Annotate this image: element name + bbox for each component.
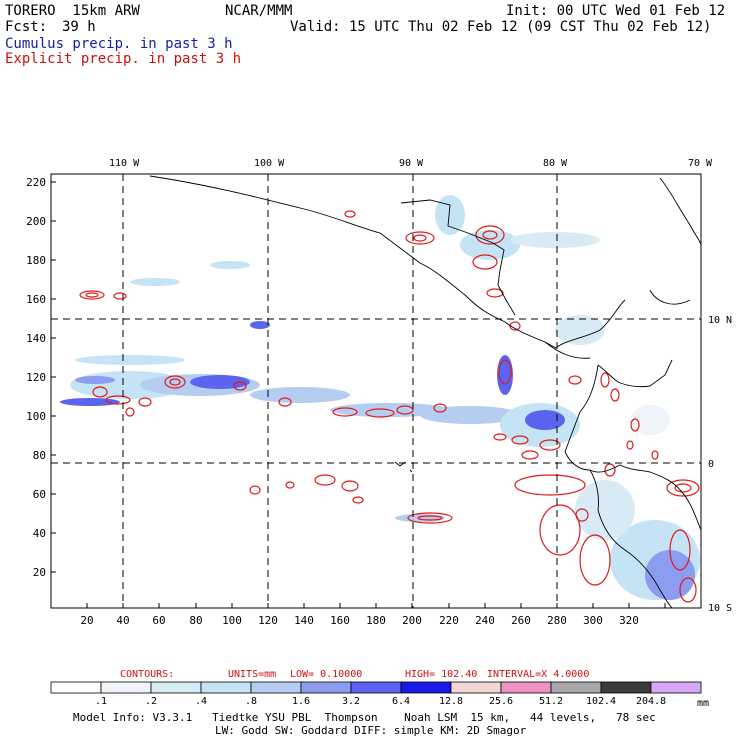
y-tick-label: 120 <box>26 371 46 384</box>
colorbar-label: .8 <box>245 696 257 707</box>
x-tick-label: 140 <box>294 614 314 627</box>
x-tick-label: 220 <box>439 614 459 627</box>
colorbar-swatch <box>550 681 602 694</box>
colorbar-unit: mm <box>697 698 709 709</box>
colorbar-swatch <box>150 681 202 694</box>
contour-info: CONTOURS: UNITS=mm LOW= 0.10000 HIGH= 10… <box>120 669 589 680</box>
x-tick-label: 40 <box>116 614 129 627</box>
forecast-hours: 39 h <box>62 19 96 35</box>
x-tick-label: 280 <box>547 614 567 627</box>
x-tick-label: 80 <box>189 614 202 627</box>
colorbar-label: 51.2 <box>539 696 563 707</box>
contour-units: UNITS=mm <box>228 669 276 680</box>
colorbar-swatch <box>200 681 252 694</box>
lat-label: 10 N <box>708 315 732 326</box>
x-tick-label: 200 <box>402 614 422 627</box>
longitude-labels: 110 W 100 W 90 W 80 W 70 W <box>109 158 713 169</box>
y-tick-label: 160 <box>26 293 46 306</box>
x-tick-label: 120 <box>258 614 278 627</box>
explicit-precip-contours <box>79 210 700 603</box>
colorbar-label: .1 <box>95 696 107 707</box>
coastlines <box>149 175 702 609</box>
colorbar-label: .4 <box>195 696 207 707</box>
colorbar-swatch <box>400 681 452 694</box>
init-time: Init: 00 UTC Wed 01 Feb 12 <box>506 3 726 19</box>
lat-label: 10 S <box>708 603 732 614</box>
contour-label: CONTOURS: <box>120 669 174 680</box>
y-tick-label: 200 <box>26 215 46 228</box>
lon-label: 90 W <box>399 158 424 169</box>
x-tick-label: 260 <box>511 614 531 627</box>
colorbar-label: 102.4 <box>586 696 616 707</box>
contour-high: HIGH= 102.40 <box>405 669 477 680</box>
y-tick-label: 100 <box>26 410 46 423</box>
colorbar-swatch <box>300 681 352 694</box>
model-title: TORERO 15km ARW <box>5 3 140 19</box>
colorbar-swatch <box>250 681 302 694</box>
latitude-labels: 10 N 0 10 S <box>708 315 732 614</box>
y-tick-label: 140 <box>26 332 46 345</box>
x-tick-label: 160 <box>330 614 350 627</box>
colorbar-label: 25.6 <box>489 696 513 707</box>
y-tick-label: 60 <box>33 488 46 501</box>
colorbar-label: .2 <box>145 696 157 707</box>
lat-lon-grid <box>51 174 701 608</box>
colorbar-swatch <box>450 681 502 694</box>
x-tick-label: 100 <box>222 614 242 627</box>
axis-ticks <box>51 181 666 608</box>
model-info: Model Info: V3.3.1 Tiedtke YSU PBL Thomp… <box>73 711 656 724</box>
x-tick-label: 60 <box>152 614 165 627</box>
center-label: NCAR/MMM <box>225 3 293 19</box>
lon-label: 80 W <box>543 158 568 169</box>
field-explicit-title: Explicit precip. in past 3 h <box>5 51 242 67</box>
y-tick-label: 40 <box>33 527 46 540</box>
lat-label: 0 <box>708 459 714 470</box>
x-tick-label: 300 <box>583 614 603 627</box>
colorbar-swatch <box>600 681 652 694</box>
x-tick-label: 180 <box>366 614 386 627</box>
contour-interval: INTERVAL=X 4.0000 <box>487 669 589 680</box>
contour-low: LOW= 0.10000 <box>290 669 362 680</box>
physics-info: LW: Godd SW: Goddard DIFF: simple KM: 2D… <box>215 724 527 737</box>
colorbar-swatch <box>100 681 152 694</box>
precip-shading <box>60 195 700 600</box>
lon-label: 100 W <box>254 158 285 169</box>
colorbar-swatch <box>650 681 702 694</box>
x-tick-label: 20 <box>80 614 93 627</box>
colorbar-label: 3.2 <box>342 696 360 707</box>
colorbar-label: 204.8 <box>636 696 666 707</box>
colorbar-label: 6.4 <box>392 696 410 707</box>
colorbar-labels: .1 .2 .4 .8 1.6 3.2 6.4 12.8 25.6 51.2 102.4 204.8 <box>95 696 666 707</box>
y-tick-labels: 20 40 60 80 100 120 140 160 180 200 220 <box>26 176 46 579</box>
y-tick-label: 20 <box>33 566 46 579</box>
x-tick-label: 240 <box>475 614 495 627</box>
lon-label: 70 W <box>688 158 713 169</box>
colorbar-label: 12.8 <box>439 696 463 707</box>
colorbar <box>50 681 702 694</box>
field-cumulus-title: Cumulus precip. in past 3 h <box>5 36 233 52</box>
colorbar-swatch <box>500 681 552 694</box>
valid-time: Valid: 15 UTC Thu 02 Feb 12 (09 CST Thu … <box>290 19 712 35</box>
y-tick-label: 180 <box>26 254 46 267</box>
y-tick-label: 80 <box>33 449 46 462</box>
colorbar-swatch <box>50 681 102 694</box>
colorbar-swatch <box>350 681 402 694</box>
forecast-label: Fcst: <box>5 19 48 35</box>
colorbar-label: 1.6 <box>292 696 310 707</box>
y-tick-label: 220 <box>26 176 46 189</box>
x-tick-label: 320 <box>619 614 639 627</box>
x-tick-labels: 20 40 60 80 100 120 140 160 180 200 220 … <box>80 614 639 627</box>
lon-label: 110 W <box>109 158 140 169</box>
